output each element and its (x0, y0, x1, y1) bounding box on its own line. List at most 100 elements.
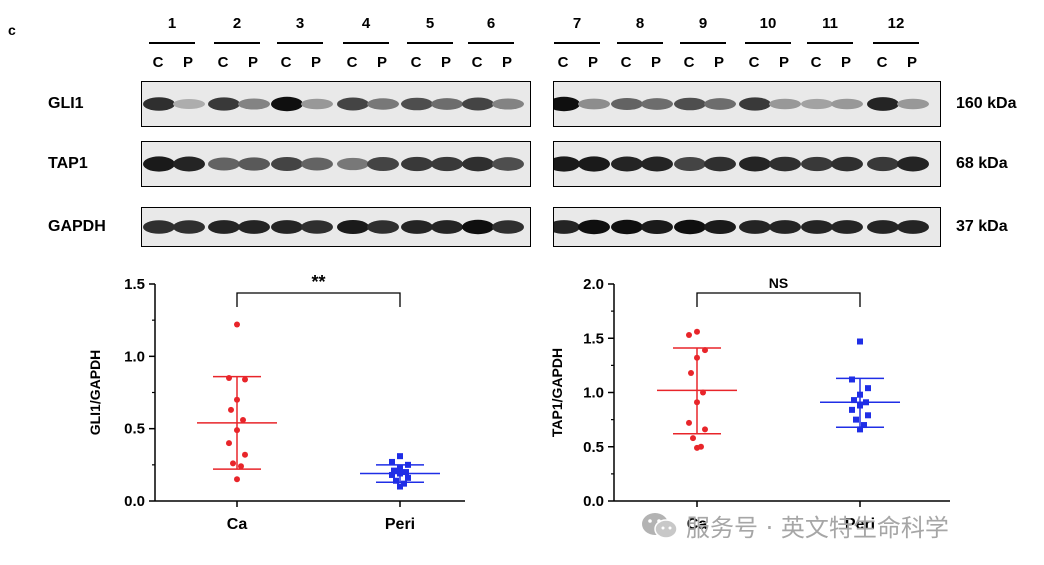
lane-label-cancer: C (410, 54, 422, 71)
data-point (391, 467, 397, 474)
band (173, 156, 205, 172)
band (143, 156, 175, 172)
data-point (240, 416, 246, 423)
lane-number: 12 (887, 15, 905, 32)
band (301, 220, 333, 234)
data-point (853, 416, 859, 423)
band (143, 97, 175, 111)
band (704, 98, 736, 110)
band (674, 157, 706, 171)
band (431, 220, 463, 234)
band (238, 220, 270, 234)
lane-label-peri: P (650, 54, 661, 71)
panel-label: c (8, 22, 16, 38)
lane-number: 5 (425, 15, 435, 32)
data-point (397, 483, 403, 490)
lane-bracket (277, 42, 323, 44)
y-tick-label: 1.0 (583, 385, 604, 402)
band (208, 220, 240, 234)
data-point (405, 461, 411, 468)
lane-label-peri: P (376, 54, 387, 71)
band (238, 157, 270, 171)
band (431, 156, 463, 172)
data-point (238, 463, 244, 470)
lane-label-cancer: C (217, 54, 229, 71)
band (897, 156, 929, 172)
blot-label-gapdh: GAPDH (48, 218, 106, 235)
band (301, 157, 333, 171)
y-tick-label: 1.5 (124, 276, 145, 293)
lane-label-cancer: C (683, 54, 695, 71)
lane-bracket (149, 42, 195, 44)
y-tick-label: 0.0 (124, 493, 145, 510)
data-point (694, 444, 700, 451)
wechat-icon (642, 512, 678, 539)
data-point (242, 451, 248, 458)
data-point (702, 426, 708, 433)
y-tick-label: 0.5 (124, 421, 145, 438)
y-tick-label: 1.5 (583, 330, 604, 347)
band (492, 157, 524, 171)
data-point (401, 480, 407, 487)
lane-number: 2 (232, 15, 242, 32)
data-point (861, 422, 867, 429)
data-point (849, 406, 855, 413)
lane-bracket (745, 42, 791, 44)
band (801, 220, 833, 234)
data-point (851, 397, 857, 404)
band (462, 156, 494, 172)
band (401, 97, 433, 111)
band (401, 156, 433, 172)
data-point (397, 464, 403, 471)
lane-bracket (554, 42, 600, 44)
band (611, 219, 643, 235)
band (578, 98, 610, 110)
lane-label-cancer: C (557, 54, 569, 71)
lane-number: 10 (759, 15, 777, 32)
data-point (397, 453, 403, 460)
data-point (857, 402, 863, 409)
band (337, 97, 369, 111)
band (431, 98, 463, 110)
data-point (389, 458, 395, 465)
band (611, 98, 643, 110)
band (238, 98, 270, 110)
band (337, 157, 369, 171)
blot-mw-gapdh: 37 kDa (956, 218, 1008, 235)
lane-label-cancer: C (280, 54, 292, 71)
lane-label-peri: P (778, 54, 789, 71)
band (611, 156, 643, 172)
blot-strip-tap1 (553, 141, 941, 187)
data-point (230, 460, 236, 467)
data-point (863, 399, 869, 406)
band (401, 220, 433, 234)
data-point (234, 427, 240, 434)
lane-label-cancer: C (876, 54, 888, 71)
data-point (688, 369, 694, 376)
lane-bracket (807, 42, 853, 44)
data-point (389, 471, 395, 478)
data-point (393, 477, 399, 484)
data-point (403, 469, 409, 476)
band (554, 220, 580, 234)
data-point (694, 328, 700, 335)
watermark: 服务号 · 英文特生命科学 (640, 508, 949, 543)
lane-number: 6 (486, 15, 496, 32)
lane-label-cancer: C (620, 54, 632, 71)
data-point (686, 331, 692, 338)
data-point (690, 435, 696, 442)
band (867, 156, 899, 172)
lane-bracket (617, 42, 663, 44)
data-point (700, 389, 706, 396)
tap1-scatter-chart: 0.0 0.5 1.0 1.5 2.0 TAP1/GAPDH Ca Peri NS (549, 275, 950, 533)
band (769, 98, 801, 110)
band (492, 220, 524, 234)
band (578, 156, 610, 172)
lane-number: 1 (167, 15, 177, 32)
lane-label-cancer: C (346, 54, 358, 71)
lane-bracket (214, 42, 260, 44)
band (173, 99, 205, 109)
blot-strip-gapdh (141, 207, 531, 247)
data-point (228, 406, 234, 413)
data-point (234, 321, 240, 328)
